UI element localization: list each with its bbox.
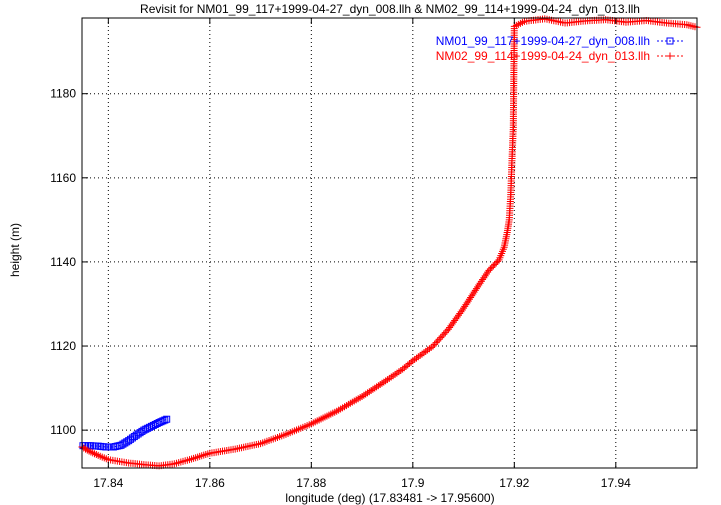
data-point-plus (489, 262, 497, 270)
data-point-plus (454, 311, 462, 319)
legend-marker (666, 52, 674, 60)
data-point-plus (467, 294, 475, 302)
x-tick-label: 17.84 (93, 476, 123, 490)
series-2 (78, 15, 701, 470)
y-tick-label: 1180 (50, 87, 76, 101)
chart-legend: NM01_99_117+1999-04-27_dyn_008.llhNM02_9… (436, 34, 683, 63)
data-point-plus (460, 304, 468, 312)
data-point-plus (457, 308, 465, 316)
x-tick-label: 17.92 (499, 476, 529, 490)
data-point-plus (378, 379, 386, 387)
data-point-plus (440, 330, 448, 338)
series-line (82, 418, 167, 448)
data-point-plus (374, 382, 382, 390)
data-point-square (159, 417, 167, 425)
data-point-plus (87, 448, 95, 456)
data-point-plus (438, 332, 446, 340)
data-point-plus (89, 449, 97, 457)
data-point-plus (447, 322, 455, 330)
y-tick-label: 1160 (50, 171, 76, 185)
data-point-plus (364, 389, 372, 397)
x-tick-label: 17.9 (401, 476, 425, 490)
data-point-plus (468, 292, 476, 300)
data-point-plus (367, 386, 375, 394)
data-point-plus (358, 393, 366, 401)
data-point-plus (407, 358, 415, 366)
x-axis-label: longitude (deg) (17.83481 -> 17.95600) (285, 491, 494, 505)
legend-label: NM01_99_117+1999-04-27_dyn_008.llh (436, 34, 650, 48)
data-point-plus (431, 340, 439, 348)
x-tick-label: 17.94 (601, 476, 631, 490)
data-point-plus (80, 444, 88, 452)
data-point-square (666, 37, 674, 45)
data-point-plus (365, 388, 373, 396)
chart-title: Revisit for NM01_99_117+1999-04-27_dyn_0… (140, 2, 640, 16)
x-tick-label: 17.88 (296, 476, 326, 490)
data-point-plus (362, 390, 370, 398)
data-point-plus (432, 339, 440, 347)
data-point-plus (491, 260, 499, 268)
legend-label: NM02_99_114+1999-04-24_dyn_013.llh (436, 49, 650, 63)
grid-lines (82, 18, 697, 468)
data-point-plus (492, 259, 500, 267)
data-point-plus (469, 290, 477, 298)
data-point-plus (83, 446, 91, 454)
data-point-plus (453, 313, 461, 321)
data-point-plus (449, 318, 457, 326)
data-point-plus (494, 257, 502, 265)
data-point-plus (471, 286, 479, 294)
data-point-plus (429, 342, 437, 350)
data-point-plus (464, 297, 472, 305)
y-tick-label: 1100 (50, 423, 76, 437)
data-point-plus (371, 384, 379, 392)
data-point-square (161, 416, 169, 424)
data-point-plus (360, 391, 368, 399)
y-tick-label: 1120 (50, 339, 76, 353)
data-point-plus (434, 337, 442, 345)
data-point-plus (92, 451, 100, 459)
data-point-plus (486, 265, 494, 273)
data-point-plus (458, 306, 466, 314)
data-point-plus (446, 323, 454, 331)
y-axis-label: height (m) (8, 223, 22, 277)
series-layer (78, 15, 701, 470)
data-point-plus (470, 288, 478, 296)
data-point-plus (380, 378, 388, 386)
y-tick-label: 1140 (50, 255, 76, 269)
data-point-plus (369, 385, 377, 393)
data-point-plus (435, 335, 443, 343)
data-point-plus (448, 320, 456, 328)
data-point-plus (666, 52, 674, 60)
data-point-plus (437, 334, 445, 342)
data-point-plus (85, 447, 93, 455)
x-tick-label: 17.86 (195, 476, 225, 490)
data-point-plus (441, 329, 449, 337)
data-point-plus (462, 301, 470, 309)
data-point-square (163, 415, 171, 423)
data-point-plus (474, 283, 482, 291)
data-point-plus (465, 295, 473, 303)
data-point-plus (452, 315, 460, 323)
data-point-plus (461, 302, 469, 310)
legend-marker (666, 37, 674, 45)
data-point-plus (444, 325, 452, 333)
data-point-plus (382, 377, 390, 385)
data-point-square (121, 439, 129, 447)
data-point-plus (91, 450, 99, 458)
data-point-plus (82, 445, 90, 453)
data-point-plus (463, 299, 471, 307)
data-point-plus (485, 266, 493, 274)
data-point-plus (373, 383, 381, 391)
data-point-plus (376, 380, 384, 388)
data-point-plus (472, 285, 480, 293)
data-point-plus (488, 263, 496, 271)
axis-ticks: 17.84 17.86 17.88 17.9 17.92 17.94 1100 1120 114… (50, 18, 697, 490)
data-point-plus (451, 316, 459, 324)
plot-frame (81, 17, 698, 469)
data-point-plus (456, 309, 464, 317)
